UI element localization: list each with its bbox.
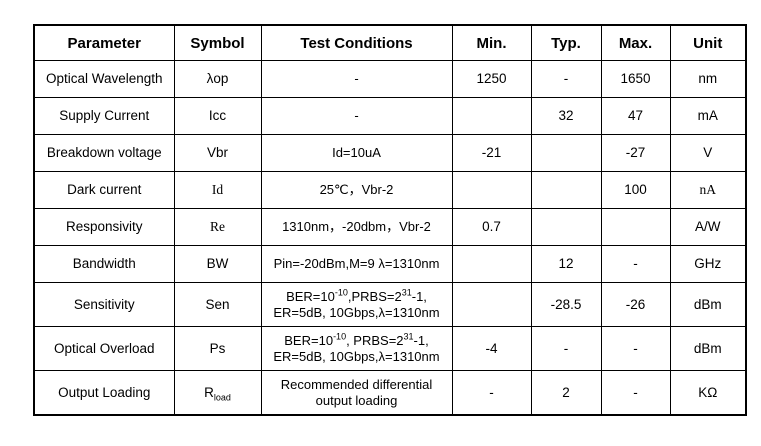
unit-cell: mA [669, 97, 747, 135]
unit-cell: KΩ [669, 370, 747, 416]
max-cell [600, 208, 671, 246]
header-symbol: Symbol [173, 24, 262, 61]
header-max: Max. [600, 24, 671, 61]
typ-cell: - [530, 60, 602, 98]
test-conditions-cell: 1310nm，-20dbm，Vbr-2 [260, 208, 453, 246]
table-row: Supply Current Icc - 32 47 mA [33, 97, 747, 135]
symbol-cell: Id [173, 171, 262, 209]
typ-cell: -28.5 [530, 282, 602, 327]
unit-cell: V [669, 134, 747, 172]
max-cell: -26 [600, 282, 671, 327]
typ-cell: 32 [530, 97, 602, 135]
header-unit: Unit [669, 24, 747, 61]
unit-cell: dBm [669, 282, 747, 327]
symbol-cell: Ps [173, 326, 262, 371]
unit-cell: GHz [669, 245, 747, 283]
parameter-cell: Supply Current [33, 97, 175, 135]
test-conditions-cell: BER=10-10, PRBS=231-1, ER=5dB, 10Gbps,λ=1… [260, 326, 453, 371]
table-body: Optical Wavelength λop -1250-1650 nm Supply … [33, 60, 747, 416]
symbol-cell: Re [173, 208, 262, 246]
table-row: Optical Overload Ps BER=10-10, PRBS=231-1,… [33, 326, 747, 371]
parameter-cell: Optical Wavelength [33, 60, 175, 98]
test-conditions-cell: Recommended differential output loading [260, 370, 453, 416]
typ-cell: - [530, 326, 602, 371]
parameter-cell: Sensitivity [33, 282, 175, 327]
symbol-cell: Rload [173, 370, 262, 416]
header-typ: Typ. [530, 24, 602, 61]
header-test-conditions: Test Conditions [260, 24, 453, 61]
test-conditions-cell: Id=10uA [260, 134, 453, 172]
table-row: Optical Wavelength λop -1250-1650 nm [33, 60, 747, 98]
parameter-cell: Optical Overload [33, 326, 175, 371]
table-row: Output Loading Rload Recommended different… [33, 370, 747, 416]
max-cell: - [600, 326, 671, 371]
max-cell: 1650 [600, 60, 671, 98]
max-cell: - [600, 370, 671, 416]
parameter-cell: Responsivity [33, 208, 175, 246]
min-cell [451, 97, 532, 135]
test-conditions-cell: Pin=-20dBm,M=9 λ=1310nm [260, 245, 453, 283]
min-cell: - [451, 370, 532, 416]
symbol-cell: λop [173, 60, 262, 98]
unit-cell: A/W [669, 208, 747, 246]
parameter-cell: Output Loading [33, 370, 175, 416]
typ-cell: 12 [530, 245, 602, 283]
unit-cell: dBm [669, 326, 747, 371]
parameter-cell: Dark current [33, 171, 175, 209]
table-header: Parameter Symbol Test Conditions Min. Ty… [33, 24, 747, 61]
test-conditions-cell: 25℃，Vbr-2 [260, 171, 453, 209]
test-conditions-cell: - [260, 60, 453, 98]
spec-table: Parameter Symbol Test Conditions Min. Ty… [33, 24, 747, 416]
unit-cell: nA [669, 171, 747, 209]
table-row: Sensitivity Sen BER=10-10,PRBS=231-1, ER=5d… [33, 282, 747, 327]
table-row: Breakdown voltage Vbr Id=10uA -21 -27 V [33, 134, 747, 172]
symbol-cell: BW [173, 245, 262, 283]
header-min: Min. [451, 24, 532, 61]
typ-cell [530, 208, 602, 246]
min-cell [451, 171, 532, 209]
typ-cell [530, 171, 602, 209]
parameter-cell: Breakdown voltage [33, 134, 175, 172]
table-row: Responsivity Re 1310nm，-20dbm，Vbr-2 0.7 A/W [33, 208, 747, 246]
min-cell: 0.7 [451, 208, 532, 246]
symbol-cell: Icc [173, 97, 262, 135]
min-cell [451, 282, 532, 327]
max-cell: -27 [600, 134, 671, 172]
typ-cell [530, 134, 602, 172]
parameter-cell: Bandwidth [33, 245, 175, 283]
test-conditions-cell: BER=10-10,PRBS=231-1, ER=5dB, 10Gbps,λ=13… [260, 282, 453, 327]
header-parameter: Parameter [33, 24, 175, 61]
typ-cell: 2 [530, 370, 602, 416]
min-cell [451, 245, 532, 283]
header-row: Parameter Symbol Test Conditions Min. Ty… [33, 24, 747, 61]
symbol-cell: Vbr [173, 134, 262, 172]
max-cell: 47 [600, 97, 671, 135]
symbol-cell: Sen [173, 282, 262, 327]
test-conditions-cell: - [260, 97, 453, 135]
table-row: Dark current Id 25℃，Vbr-2 100 nA [33, 171, 747, 209]
max-cell: - [600, 245, 671, 283]
min-cell: 1250 [451, 60, 532, 98]
min-cell: -4 [451, 326, 532, 371]
unit-cell: nm [669, 60, 747, 98]
table-row: Bandwidth BW Pin=-20dBm,M=9 λ=1310nm 12- GHz [33, 245, 747, 283]
max-cell: 100 [600, 171, 671, 209]
min-cell: -21 [451, 134, 532, 172]
